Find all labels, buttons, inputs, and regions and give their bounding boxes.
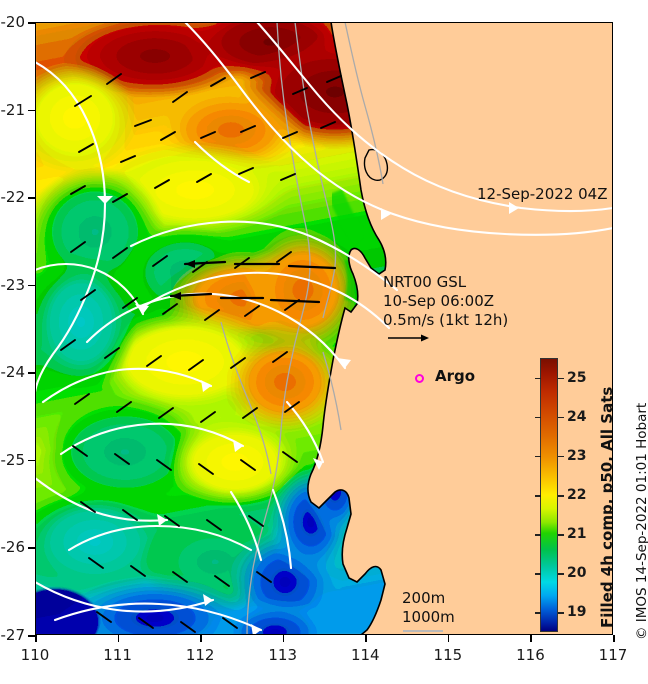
colorbar-tick-label-21: 21 [567, 526, 587, 543]
x-tick-mark [282, 635, 285, 642]
colorbar-tick-mark [558, 416, 564, 419]
y-tick-mark [28, 635, 35, 637]
x-tick-mark [530, 635, 532, 642]
colorbar-tick-mark [558, 377, 564, 380]
y-tick-label--25: -25 [0, 450, 26, 469]
y-tick-label--27: -27 [0, 626, 26, 644]
x-tick-label-117: 117 [598, 646, 628, 664]
depth-1000m-label: 1000m [402, 608, 455, 626]
x-tick-label-116: 116 [516, 646, 545, 664]
colorbar-tick-label-23: 23 [567, 447, 587, 464]
x-tick-label-111: 111 [103, 646, 132, 664]
x-tick-label-114: 114 [350, 646, 380, 664]
y-tick-label--24: -24 [0, 363, 26, 382]
depth-200m-label: 200m [402, 589, 446, 607]
streamline-arrowheads [97, 196, 519, 635]
timestamp-label: 12-Sep-2022 04Z [477, 185, 608, 203]
x-tick-mark [613, 635, 615, 642]
y-tick-label--26: -26 [0, 538, 26, 557]
argo-legend-label: Argo [435, 367, 476, 385]
vector-scale-arrow [388, 334, 429, 342]
current-streamlines [35, 22, 613, 632]
product-time-label: 10-Sep 06:00Z [383, 292, 495, 310]
colorbar-gradient [540, 358, 558, 632]
colorbar-tick-mark [535, 455, 541, 458]
y-tick-mark [28, 197, 35, 199]
y-tick-label--22: -22 [0, 188, 26, 207]
depth-legend-rule [403, 630, 443, 632]
colorbar-tick-label-19: 19 [567, 604, 587, 621]
colorbar-tick-label-24: 24 [567, 408, 587, 425]
colorbar-tick-mark [558, 573, 564, 575]
x-tick-mark [117, 635, 120, 642]
colorbar-tick-label-22: 22 [567, 487, 587, 503]
x-tick-label-112: 112 [185, 646, 215, 664]
map-plot-area[interactable]: 12-Sep-2022 04Z NRT00 GSL 10-Sep 06:00Z … [35, 22, 613, 635]
colorbar-tick-mark [535, 377, 541, 380]
copyright-label: © IMOS 14-Sep-2022 01:01 Hobart [634, 402, 648, 640]
colorbar-tick-mark [535, 573, 541, 575]
x-tick-label-115: 115 [433, 646, 463, 664]
colorbar-tick-mark [558, 495, 564, 497]
y-tick-mark [28, 547, 35, 549]
x-tick-label-113: 113 [268, 646, 298, 664]
y-tick-mark [28, 109, 35, 112]
colorbar-tick-label-20: 20 [567, 565, 587, 582]
product-name-label: NRT00 GSL [383, 273, 467, 291]
colorbar-tick-mark [558, 612, 564, 614]
y-tick-label--23: -23 [0, 275, 26, 294]
colorbar-title: Filled 4h comp, p50, All Sats [598, 386, 613, 628]
y-tick-label--20: -20 [0, 13, 26, 31]
y-tick-mark [28, 372, 35, 374]
y-tick-label--21: -21 [0, 100, 26, 119]
colorbar-tick-mark [535, 612, 541, 614]
colorbar-tick-mark [535, 495, 541, 497]
x-tick-mark [35, 635, 37, 642]
x-tick-mark [447, 635, 450, 642]
current-vectors [60, 71, 342, 633]
colorbar-tick-mark [558, 534, 564, 536]
colorbar-tick-label-25: 25 [567, 369, 587, 386]
y-tick-mark [28, 459, 35, 462]
colorbar-tick-mark [535, 416, 541, 419]
y-tick-mark [28, 284, 35, 287]
sst-raster [35, 22, 613, 635]
colorbar-tick-mark [535, 534, 541, 536]
x-tick-mark [200, 635, 202, 642]
vector-arrowheads [171, 260, 195, 300]
y-tick-mark [28, 22, 35, 24]
x-tick-mark [365, 635, 367, 642]
vector-scale-label: 0.5m/s (1kt 12h) [383, 311, 509, 329]
x-tick-label-110: 110 [20, 646, 50, 664]
argo-float-marker[interactable] [415, 374, 424, 383]
colorbar-tick-mark [558, 455, 564, 458]
